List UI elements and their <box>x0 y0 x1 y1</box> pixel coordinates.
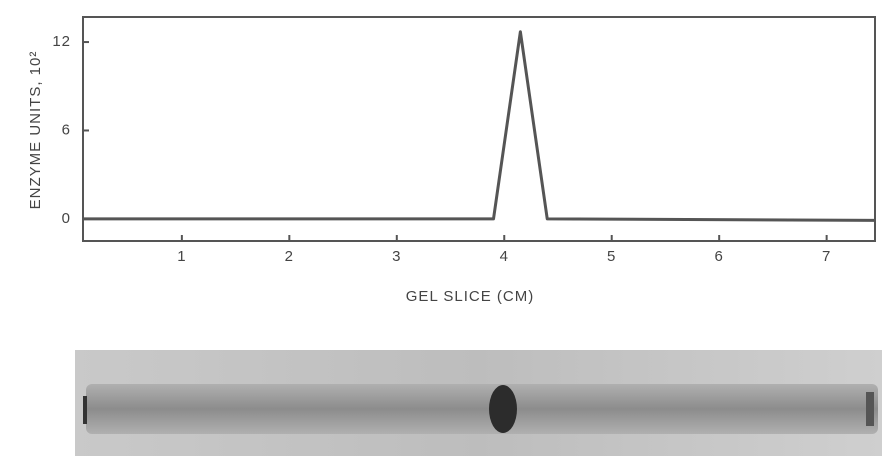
gel-end <box>83 396 87 424</box>
x-axis-label: GEL SLICE (CM) <box>406 288 534 305</box>
data-line <box>83 30 876 222</box>
x-tick-label: 7 <box>822 248 831 265</box>
y-tick-label: 6 <box>62 121 71 138</box>
gel-lane <box>86 384 878 434</box>
y-axis-label: ENZYME UNITS, 10² <box>27 51 44 210</box>
y-tick-label: 12 <box>52 33 71 50</box>
x-tick-label: 2 <box>285 248 294 265</box>
y-tick-label: 0 <box>62 210 71 227</box>
gel-band <box>489 385 517 433</box>
x-tick-label: 3 <box>392 248 401 265</box>
plot-frame <box>82 16 876 242</box>
gel-end <box>866 392 874 426</box>
x-tick-label: 6 <box>715 248 724 265</box>
x-tick-label: 4 <box>500 248 509 265</box>
x-tick-label: 1 <box>177 248 186 265</box>
x-tick-label: 5 <box>607 248 616 265</box>
